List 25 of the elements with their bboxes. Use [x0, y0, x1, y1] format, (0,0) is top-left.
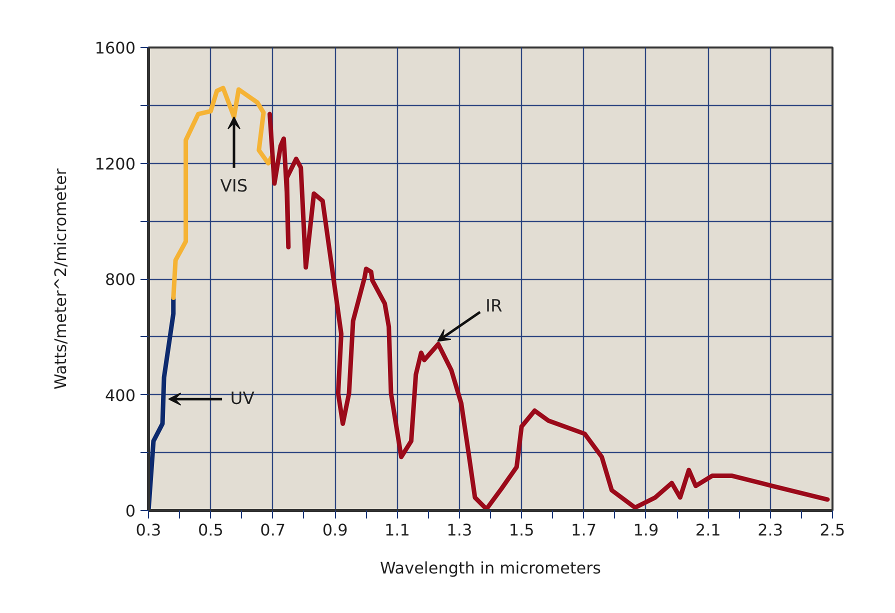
x-tick-label: 2.5: [820, 520, 846, 540]
y-tick-label: 1200: [94, 154, 136, 174]
annotation: IR: [486, 296, 503, 316]
x-tick-label: 0.5: [198, 520, 224, 540]
x-tick-label: 1.7: [571, 520, 597, 540]
x-tick-label: 0.3: [136, 520, 162, 540]
x-tick-label: 2.1: [695, 520, 721, 540]
line-series: [148, 296, 176, 510]
y-tick-label: 0: [125, 502, 136, 520]
x-tick-label: 1.9: [633, 520, 659, 540]
x-tick-label: 0.7: [260, 520, 286, 540]
x-axis-title: Wavelength in micrometers: [380, 558, 601, 578]
y-tick-label: 400: [104, 386, 136, 405]
line-series: [171, 86, 274, 300]
x-tick-label: 1.3: [446, 520, 472, 540]
line-series: [268, 112, 830, 510]
x-tick-label: 1.1: [384, 520, 410, 540]
y-tick-label: 1600: [94, 38, 136, 58]
annotation: UV: [230, 389, 255, 410]
x-tick-label: 1.5: [508, 520, 534, 540]
x-tick-label: 2.3: [758, 520, 784, 540]
annotation: VIS: [220, 176, 248, 196]
y-axis-title: Watts/meter^2/micrometer: [50, 168, 70, 390]
y-tick-label: 800: [104, 270, 136, 289]
x-tick-label: 0.9: [322, 520, 348, 540]
